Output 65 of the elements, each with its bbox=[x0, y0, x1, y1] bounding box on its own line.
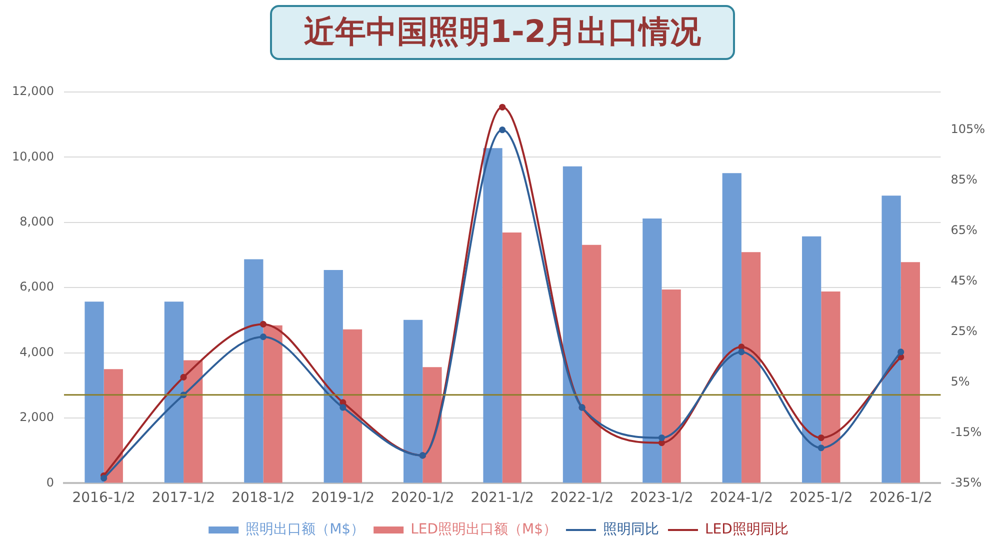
y2-tick-label: 85% bbox=[950, 172, 978, 186]
x-tick-label: 2019-1/2 bbox=[311, 490, 375, 506]
x-tick-label: 2025-1/2 bbox=[790, 490, 853, 506]
point bbox=[340, 404, 346, 411]
bar bbox=[104, 369, 123, 483]
point bbox=[658, 434, 666, 442]
bar bbox=[722, 173, 742, 483]
point bbox=[738, 348, 745, 356]
x-tick-label: 2018-1/2 bbox=[232, 490, 295, 506]
legend-label: LED照明出口额（M$） bbox=[410, 522, 557, 538]
legend-label: 照明同比 bbox=[602, 522, 659, 538]
point bbox=[260, 320, 267, 328]
y-tick-label: 2,000 bbox=[20, 410, 54, 424]
legend-label: LED照明同比 bbox=[704, 522, 788, 538]
bar bbox=[882, 196, 901, 483]
bar bbox=[263, 325, 282, 483]
x-tick-label: 2022-1/2 bbox=[550, 490, 614, 506]
bar bbox=[184, 360, 203, 483]
x-tick-label: 2017-1/2 bbox=[152, 490, 216, 506]
x-tick-label: 2016-1/2 bbox=[72, 490, 136, 506]
y-tick-label: 6,000 bbox=[20, 280, 54, 294]
y-tick-label: 8,000 bbox=[20, 214, 54, 229]
bar bbox=[802, 236, 822, 483]
bar bbox=[502, 232, 522, 483]
y2-tick-label: 45% bbox=[950, 273, 978, 288]
y2-tick-label: 105% bbox=[950, 122, 986, 136]
y2-tick-label: 5% bbox=[950, 374, 970, 388]
bar bbox=[483, 148, 502, 483]
y-tick-label: 4,000 bbox=[20, 344, 54, 359]
bar bbox=[404, 320, 423, 483]
y-tick-label: 12,000 bbox=[12, 84, 54, 98]
x-tick-label: 2026-1/2 bbox=[869, 490, 932, 506]
bar bbox=[741, 252, 761, 483]
y2-tick-label: 25% bbox=[950, 324, 978, 338]
point bbox=[499, 126, 506, 134]
point bbox=[818, 434, 824, 442]
y2-tick-label: -35% bbox=[950, 475, 982, 490]
chart-title: 近年中国照明1-2月出口情况 bbox=[270, 5, 735, 60]
point bbox=[898, 348, 904, 356]
x-tick-label: 2024-1/2 bbox=[710, 490, 774, 506]
point bbox=[100, 474, 108, 482]
bar bbox=[422, 367, 442, 483]
bar bbox=[342, 329, 362, 483]
bar bbox=[582, 244, 602, 483]
bar bbox=[562, 166, 582, 483]
point bbox=[499, 104, 506, 110]
bar bbox=[164, 302, 184, 483]
y2-tick-label: -15% bbox=[950, 424, 982, 439]
x-tick-label: 2023-1/2 bbox=[630, 490, 694, 506]
y-tick-label: 10,000 bbox=[12, 149, 54, 164]
point bbox=[180, 374, 187, 380]
point bbox=[818, 444, 824, 452]
y-tick-label: 0 bbox=[46, 475, 54, 490]
bar bbox=[84, 302, 104, 483]
bar bbox=[324, 270, 343, 483]
x-tick-label: 2021-1/2 bbox=[470, 490, 534, 506]
bar bbox=[642, 218, 662, 483]
x-tick-label: 2020-1/2 bbox=[391, 490, 454, 506]
bar bbox=[900, 262, 920, 483]
y2-tick-label: 65% bbox=[950, 222, 978, 237]
legend-label: 照明出口额（M$） bbox=[246, 522, 365, 538]
bar bbox=[821, 292, 840, 483]
point bbox=[260, 334, 267, 340]
bar bbox=[244, 259, 264, 483]
bar bbox=[662, 290, 681, 483]
